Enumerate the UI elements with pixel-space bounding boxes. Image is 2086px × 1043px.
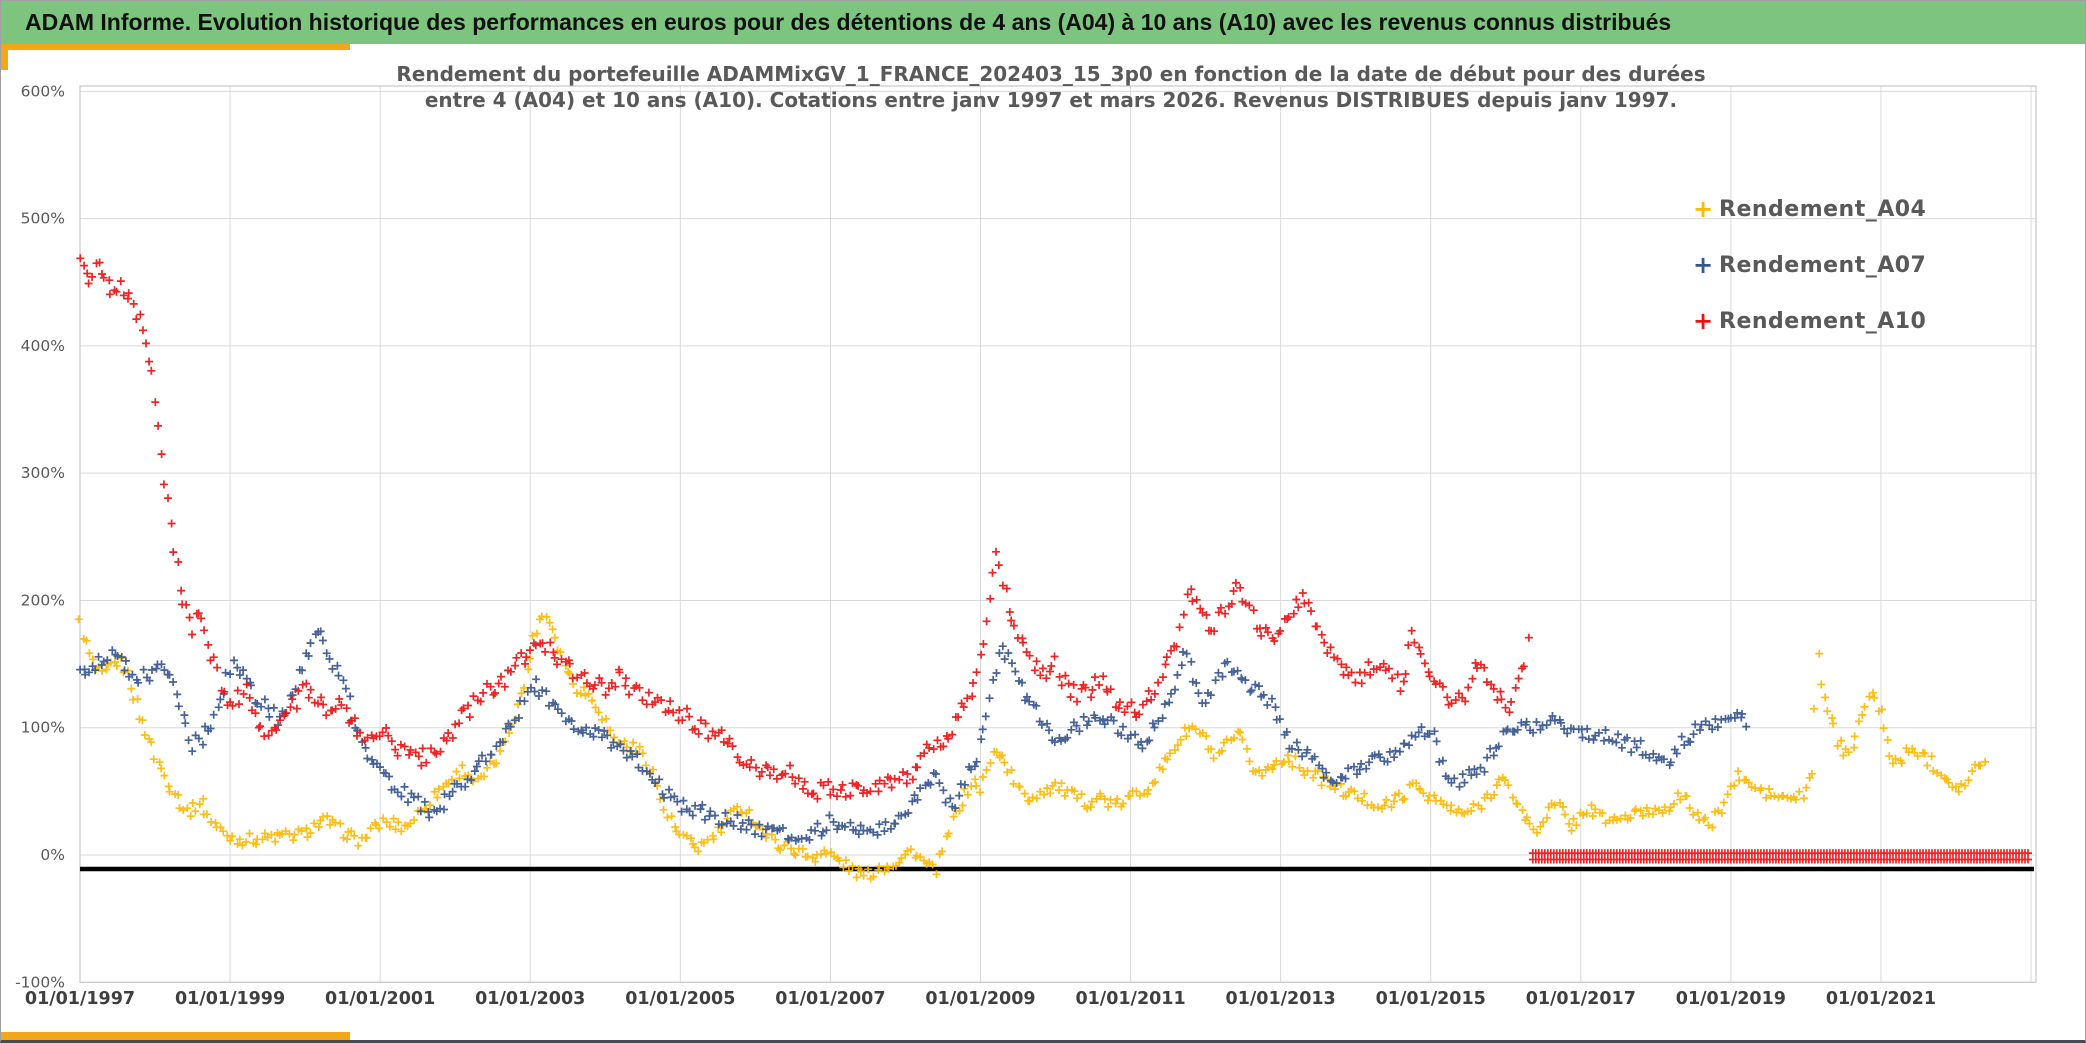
chart-title-line1: Rendement du portefeuille ADAMMixGV_1_FR…	[396, 62, 1706, 86]
y-axis-tick-label: 300%	[21, 464, 65, 482]
x-axis-tick-label: 01/01/2019	[1676, 989, 1786, 1009]
legend-label: Rendement_A07	[1719, 252, 1927, 278]
accent-bar-left	[1, 44, 8, 70]
x-axis-tick-label: 01/01/1999	[175, 989, 285, 1009]
series-points-rendement_a07[interactable]	[76, 627, 1751, 845]
y-axis-tick-label: 0%	[40, 846, 65, 864]
x-axis-tick-label: 01/01/1997	[25, 989, 135, 1009]
page-title: ADAM Informe. Evolution historique des p…	[25, 9, 1672, 35]
y-axis-tick-label: 600%	[21, 82, 65, 100]
y-axis-tick-label: 500%	[21, 210, 65, 228]
legend-label: Rendement_A04	[1719, 196, 1927, 222]
legend-label: Rendement_A10	[1719, 308, 1927, 334]
x-axis-tick-label: 01/01/2021	[1826, 989, 1936, 1009]
y-axis-tick-label: 100%	[21, 719, 65, 737]
y-axis-tick-label: -100%	[15, 973, 65, 991]
y-axis-tick-label: 200%	[21, 591, 65, 609]
accent-bar-bottom	[1, 1032, 350, 1040]
x-axis-tick-label: 01/01/2009	[925, 989, 1035, 1009]
series-points-rendement_a10[interactable]	[76, 254, 2032, 864]
x-axis-tick-label: 01/01/2005	[625, 989, 735, 1009]
plot-border	[79, 85, 2037, 983]
accent-bar-top	[1, 44, 350, 50]
x-axis-tick-label: 01/01/2017	[1526, 989, 1636, 1009]
legend-item-rendement-a07[interactable]: + Rendement_A07	[1693, 237, 2023, 293]
x-axis-tick-label: 01/01/2015	[1376, 989, 1486, 1009]
plus-marker-icon: +	[1693, 307, 1714, 335]
chart-legend: + Rendement_A04 + Rendement_A07 + Rendem…	[1693, 181, 2023, 349]
x-axis-tick-label: 01/01/2013	[1226, 989, 1336, 1009]
x-axis-tick-label: 01/01/2003	[475, 989, 585, 1009]
legend-item-rendement-a10[interactable]: + Rendement_A10	[1693, 293, 2023, 349]
legend-item-rendement-a04[interactable]: + Rendement_A04	[1693, 181, 2023, 237]
chart-title: Rendement du portefeuille ADAMMixGV_1_FR…	[341, 61, 1761, 113]
sheet-title-bar: ADAM Informe. Evolution historique des p…	[1, 1, 2085, 44]
y-axis-tick-label: 400%	[21, 337, 65, 355]
x-axis-tick-label: 01/01/2001	[325, 989, 435, 1009]
x-axis-tick-label: 01/01/2007	[775, 989, 885, 1009]
plus-marker-icon: +	[1693, 251, 1714, 279]
x-axis-tick-label: 01/01/2011	[1075, 989, 1185, 1009]
chart-title-line2: entre 4 (A04) et 10 ans (A10). Cotations…	[424, 88, 1678, 112]
plus-marker-icon: +	[1693, 195, 1714, 223]
